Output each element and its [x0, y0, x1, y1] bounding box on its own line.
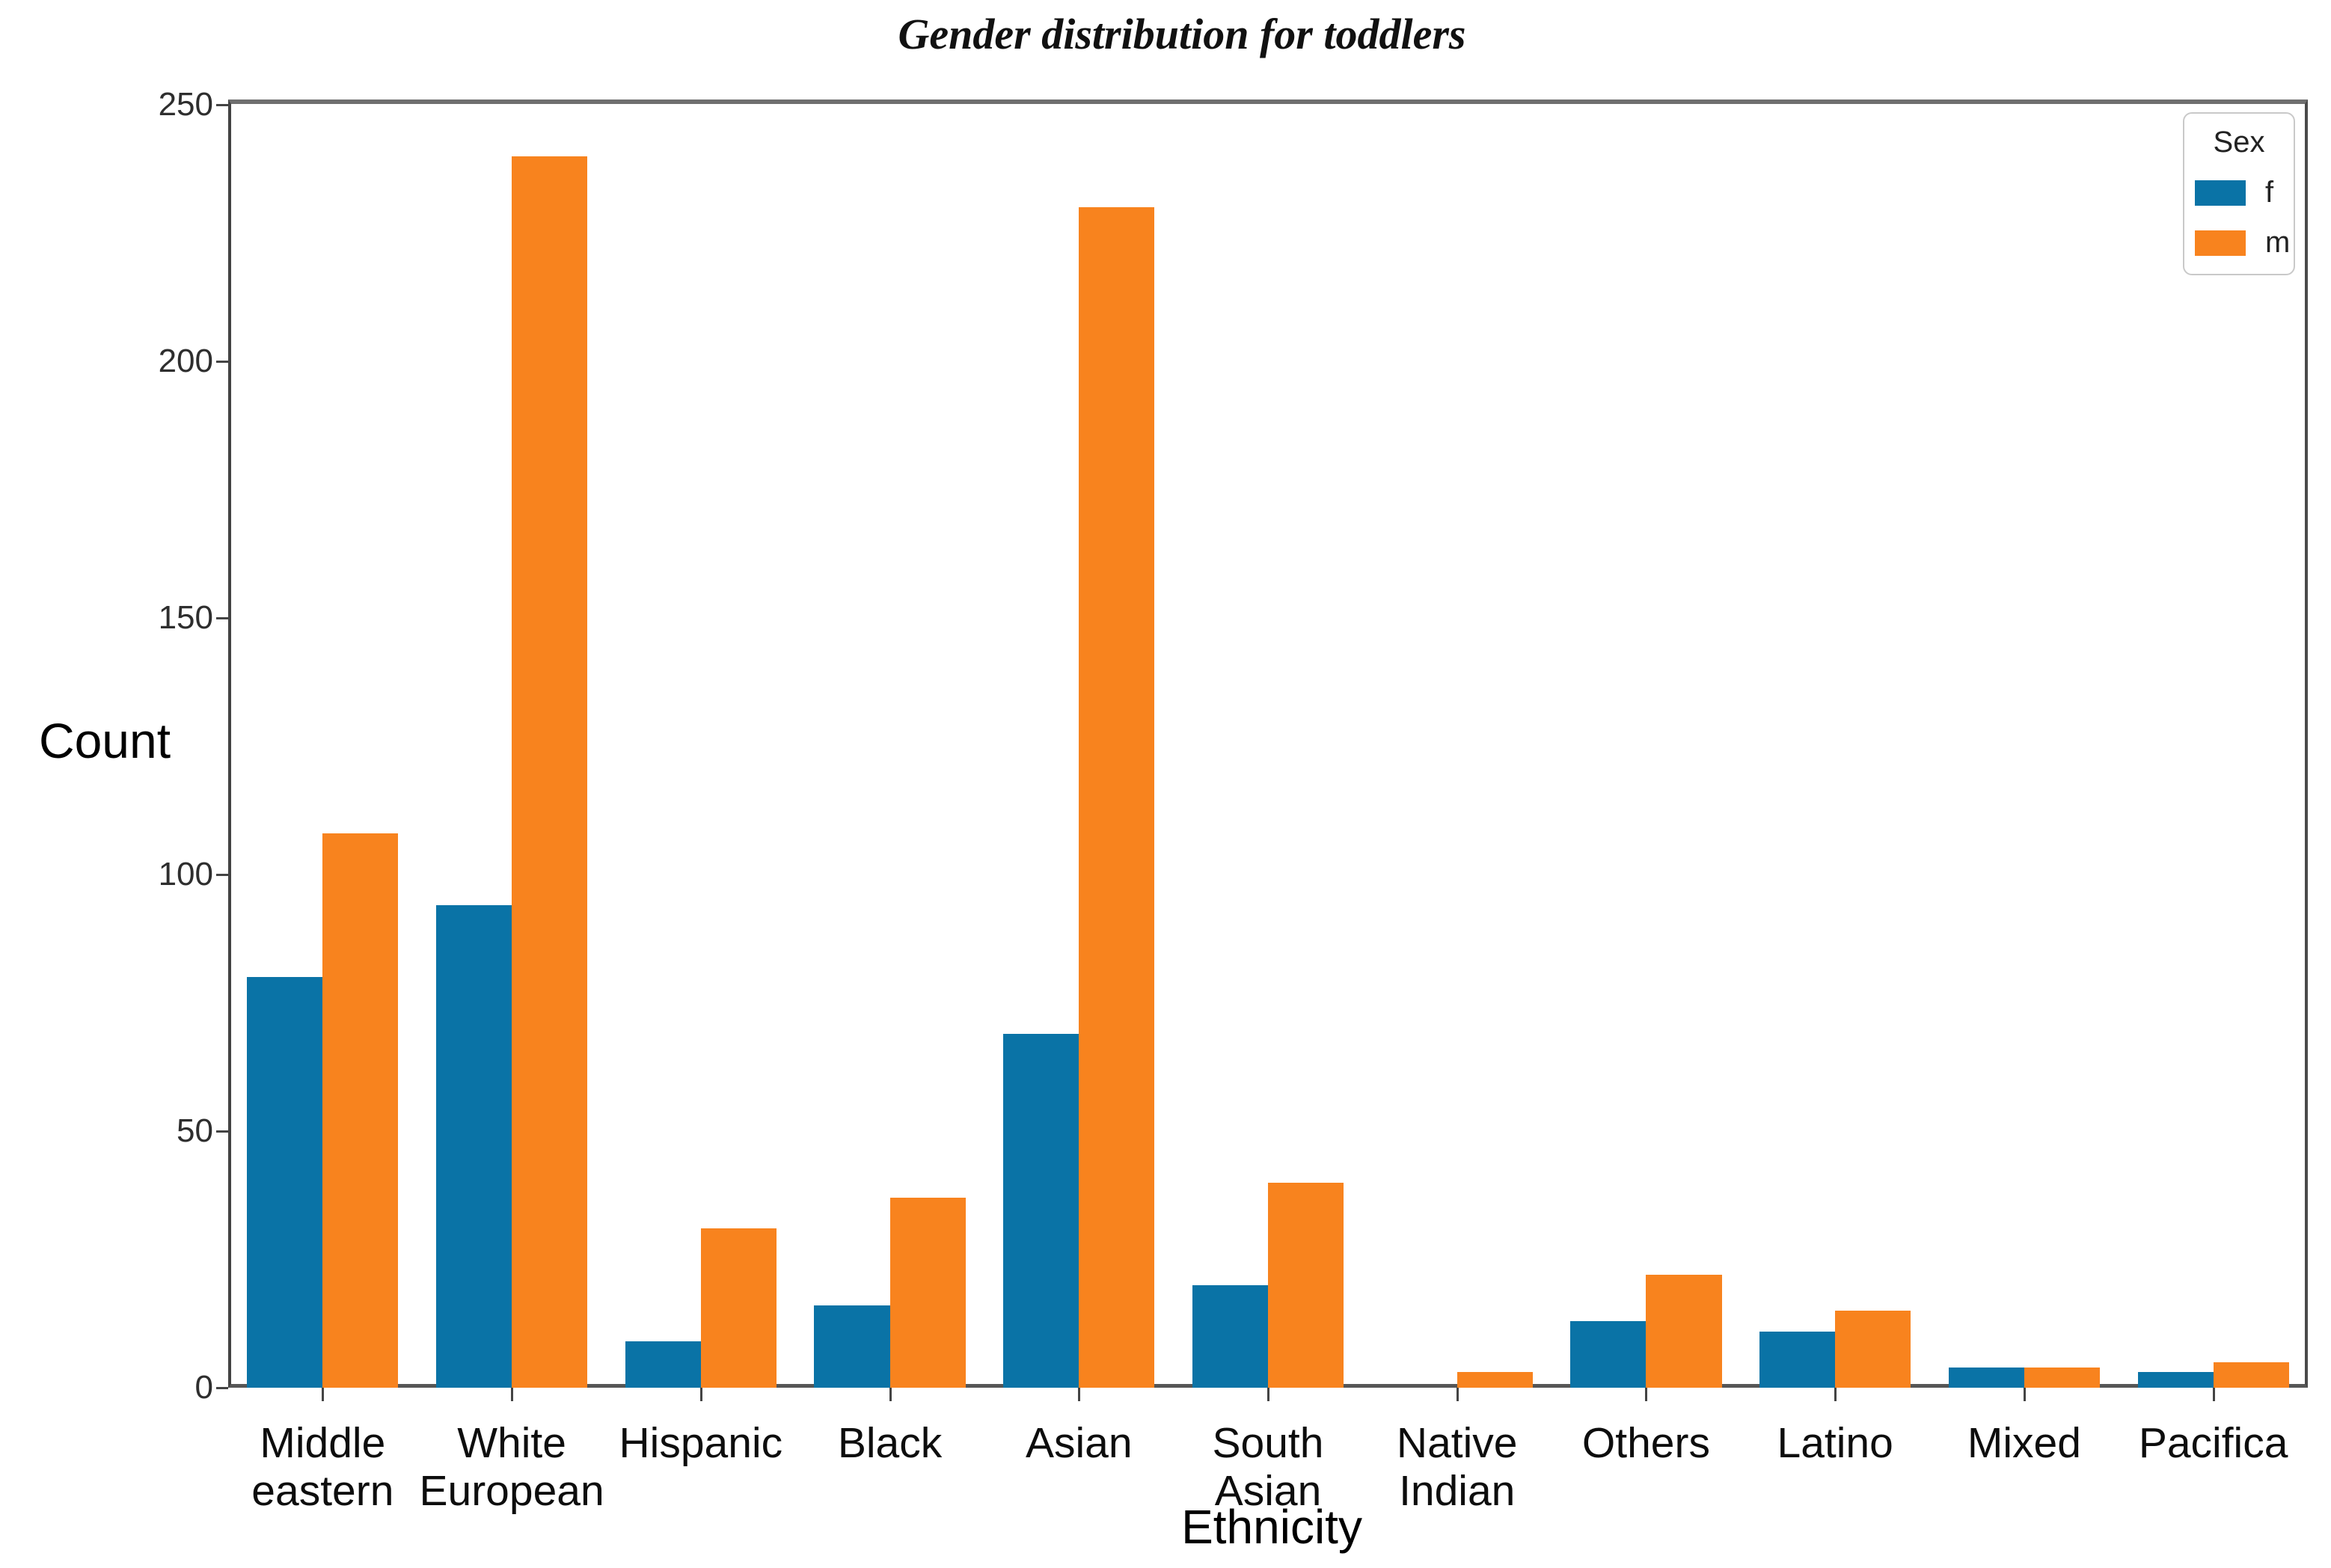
y-tick-label: 50 — [177, 1112, 213, 1149]
y-tick-label: 250 — [158, 86, 213, 123]
legend-title: Sex — [2213, 126, 2265, 159]
x-tick-mark — [2212, 1388, 2215, 1401]
bar-south-asian-m — [1268, 1182, 1344, 1388]
x-tick-mark — [1078, 1388, 1081, 1401]
x-tick-mark — [1834, 1388, 1837, 1401]
x-tick-label-middle-eastern: Middle eastern — [251, 1419, 394, 1515]
y-tick-mark — [216, 874, 228, 876]
legend-swatch-m — [2195, 230, 2246, 256]
x-tick-label-black: Black — [837, 1419, 943, 1467]
legend-entry-m: m — [2195, 226, 2294, 260]
x-axis-label: Ethnicity — [1181, 1500, 1362, 1554]
x-tick-label-white-european: White European — [419, 1419, 604, 1515]
y-tick-mark — [216, 361, 228, 363]
x-tick-mark — [1645, 1388, 1648, 1401]
y-tick-label: 200 — [158, 343, 213, 379]
bar-hispanic-m — [700, 1228, 777, 1388]
bar-native-indian-m — [1457, 1372, 1533, 1388]
x-tick-label-latino: Latino — [1777, 1419, 1893, 1467]
x-tick-label-mixed: Mixed — [1967, 1419, 2081, 1467]
x-tick-mark — [699, 1388, 702, 1401]
x-tick-mark — [511, 1388, 514, 1401]
x-tick-mark — [2023, 1388, 2026, 1401]
bar-middle-eastern-m — [322, 833, 399, 1388]
x-tick-mark — [1456, 1388, 1459, 1401]
bar-south-asian-f — [1192, 1284, 1268, 1388]
y-tick-label: 0 — [194, 1369, 213, 1406]
bar-mixed-f — [1948, 1367, 2024, 1388]
legend-label-m: m — [2265, 226, 2291, 259]
x-tick-label-hispanic: Hispanic — [619, 1419, 783, 1467]
legend-entry-f: f — [2195, 176, 2294, 209]
legend-label-f: f — [2265, 176, 2274, 209]
bar-pacifica-m — [2213, 1362, 2289, 1388]
x-tick-label-south-asian: South Asian — [1212, 1419, 1324, 1515]
bar-black-f — [814, 1305, 890, 1388]
x-tick-label-asian: Asian — [1025, 1419, 1133, 1467]
y-tick-mark — [216, 104, 228, 106]
x-tick-label-pacifica: Pacifica — [2138, 1419, 2288, 1467]
bar-pacifica-f — [2137, 1372, 2214, 1388]
x-tick-mark — [322, 1388, 325, 1401]
y-tick-label: 100 — [158, 856, 213, 892]
bar-latino-f — [1759, 1331, 1836, 1388]
bar-hispanic-f — [625, 1341, 701, 1388]
bar-asian-m — [1079, 207, 1155, 1388]
bar-others-m — [1646, 1275, 1722, 1388]
bar-mixed-m — [2024, 1367, 2100, 1388]
x-tick-label-native-indian: Native Indian — [1396, 1419, 1518, 1515]
bar-asian-f — [1003, 1033, 1079, 1388]
chart-title: Gender distribution for toddlers — [898, 10, 1466, 58]
x-tick-label-others: Others — [1581, 1419, 1710, 1467]
y-axis-label: Count — [38, 713, 171, 768]
bar-middle-eastern-f — [247, 977, 323, 1388]
bar-others-f — [1570, 1320, 1647, 1388]
bar-white-european-f — [436, 905, 512, 1388]
bar-white-european-m — [512, 156, 588, 1388]
bar-latino-m — [1835, 1311, 1911, 1388]
x-tick-mark — [889, 1388, 892, 1401]
y-tick-label: 150 — [158, 599, 213, 636]
y-tick-mark — [216, 1387, 228, 1389]
legend: Sex f m — [2183, 112, 2295, 275]
x-tick-mark — [1267, 1388, 1269, 1401]
bar-black-m — [889, 1198, 966, 1388]
legend-swatch-f — [2195, 180, 2246, 206]
y-tick-mark — [216, 1130, 228, 1133]
y-tick-mark — [216, 617, 228, 619]
